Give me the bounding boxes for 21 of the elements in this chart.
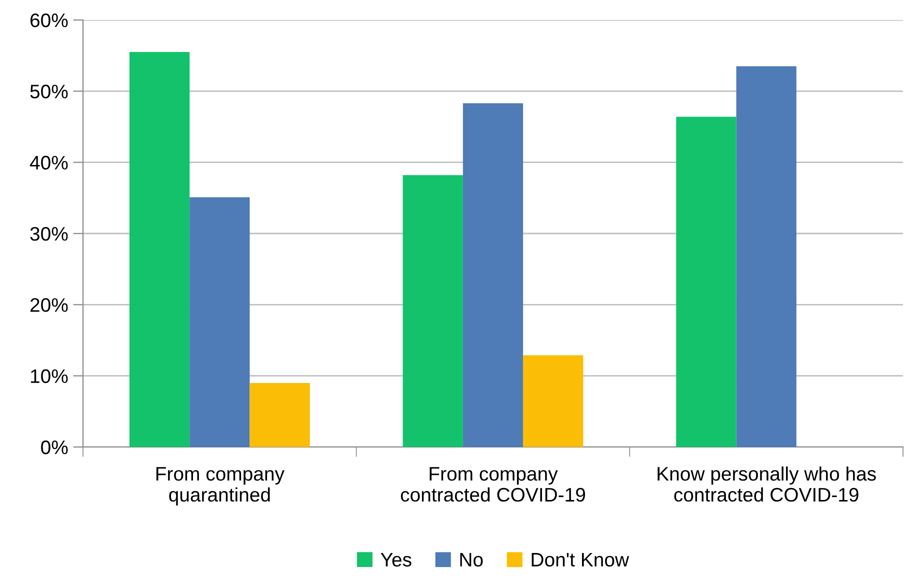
legend-label: Don't Know: [532, 553, 630, 567]
y-tick-label: 50%: [30, 84, 68, 98]
y-tick-label: 30%: [30, 226, 68, 241]
y-tick-label: 20%: [30, 298, 68, 312]
y-tick-label: 60%: [30, 13, 68, 28]
bar: [129, 52, 190, 447]
bar: [676, 116, 736, 447]
y-tick-label: 40%: [30, 156, 68, 170]
bar: [402, 175, 463, 447]
y-tick-label: 0%: [41, 440, 68, 454]
bar: [462, 103, 524, 447]
legend-label: Yes: [380, 553, 412, 567]
y-tick-label: 10%: [30, 369, 68, 384]
x-tick-label: Know personally who has contracted COVID-19: [658, 466, 876, 502]
x-tick-label: From company quarantined: [156, 467, 284, 506]
bar: [190, 197, 250, 447]
x-tick-label: From company contracted COVID-19: [400, 467, 586, 502]
bar: [523, 355, 584, 447]
bar: [736, 66, 796, 447]
bar: [250, 382, 310, 447]
legend-label: No: [460, 553, 483, 567]
